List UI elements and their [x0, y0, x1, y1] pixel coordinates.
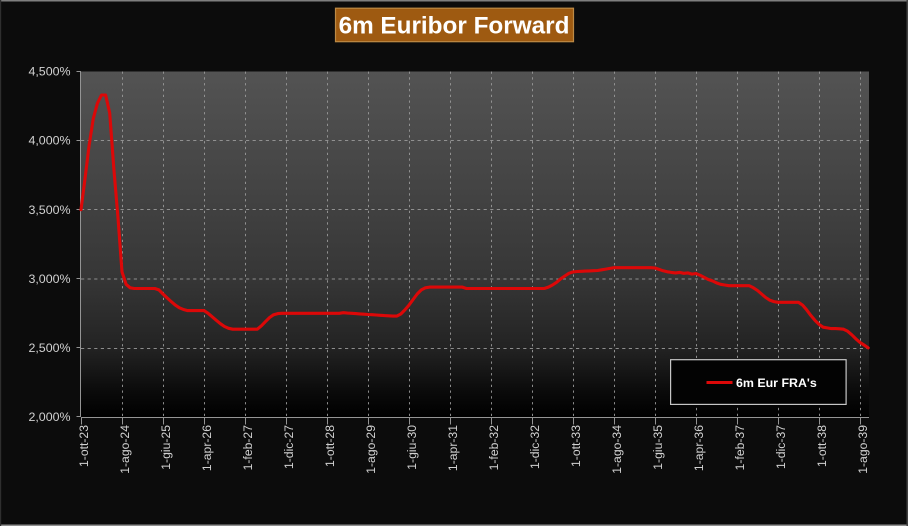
svg-text:4,000%: 4,000% [28, 134, 70, 148]
svg-text:1-ago-39: 1-ago-39 [856, 425, 870, 474]
svg-text:1-ago-34: 1-ago-34 [610, 425, 624, 474]
svg-text:2,000%: 2,000% [28, 410, 70, 424]
svg-text:6m Euribor Forward: 6m Euribor Forward [339, 13, 570, 40]
svg-text:1-ott-28: 1-ott-28 [323, 425, 337, 467]
svg-text:1-dic-32: 1-dic-32 [528, 425, 542, 469]
svg-text:1-dic-37: 1-dic-37 [774, 425, 788, 469]
svg-text:1-giu-25: 1-giu-25 [159, 425, 173, 470]
svg-text:1-ago-24: 1-ago-24 [118, 425, 132, 474]
svg-text:1-apr-31: 1-apr-31 [446, 425, 460, 471]
svg-text:1-apr-26: 1-apr-26 [200, 425, 214, 471]
svg-text:1-feb-37: 1-feb-37 [733, 425, 747, 471]
svg-text:1-ott-33: 1-ott-33 [569, 425, 583, 467]
svg-text:1-feb-27: 1-feb-27 [241, 425, 255, 471]
svg-text:6m Eur FRA's: 6m Eur FRA's [736, 376, 817, 390]
svg-text:1-apr-36: 1-apr-36 [692, 425, 706, 471]
svg-text:1-giu-30: 1-giu-30 [405, 425, 419, 470]
svg-text:1-ago-29: 1-ago-29 [364, 425, 378, 474]
svg-text:1-ott-38: 1-ott-38 [815, 425, 829, 467]
svg-text:3,000%: 3,000% [28, 272, 70, 286]
svg-text:1-giu-35: 1-giu-35 [651, 425, 665, 470]
svg-text:4,500%: 4,500% [28, 65, 70, 79]
svg-text:3,500%: 3,500% [28, 203, 70, 217]
svg-text:1-ott-23: 1-ott-23 [77, 425, 91, 467]
svg-text:1-feb-32: 1-feb-32 [487, 425, 501, 471]
svg-text:2,500%: 2,500% [28, 341, 70, 355]
svg-text:1-dic-27: 1-dic-27 [282, 425, 296, 469]
